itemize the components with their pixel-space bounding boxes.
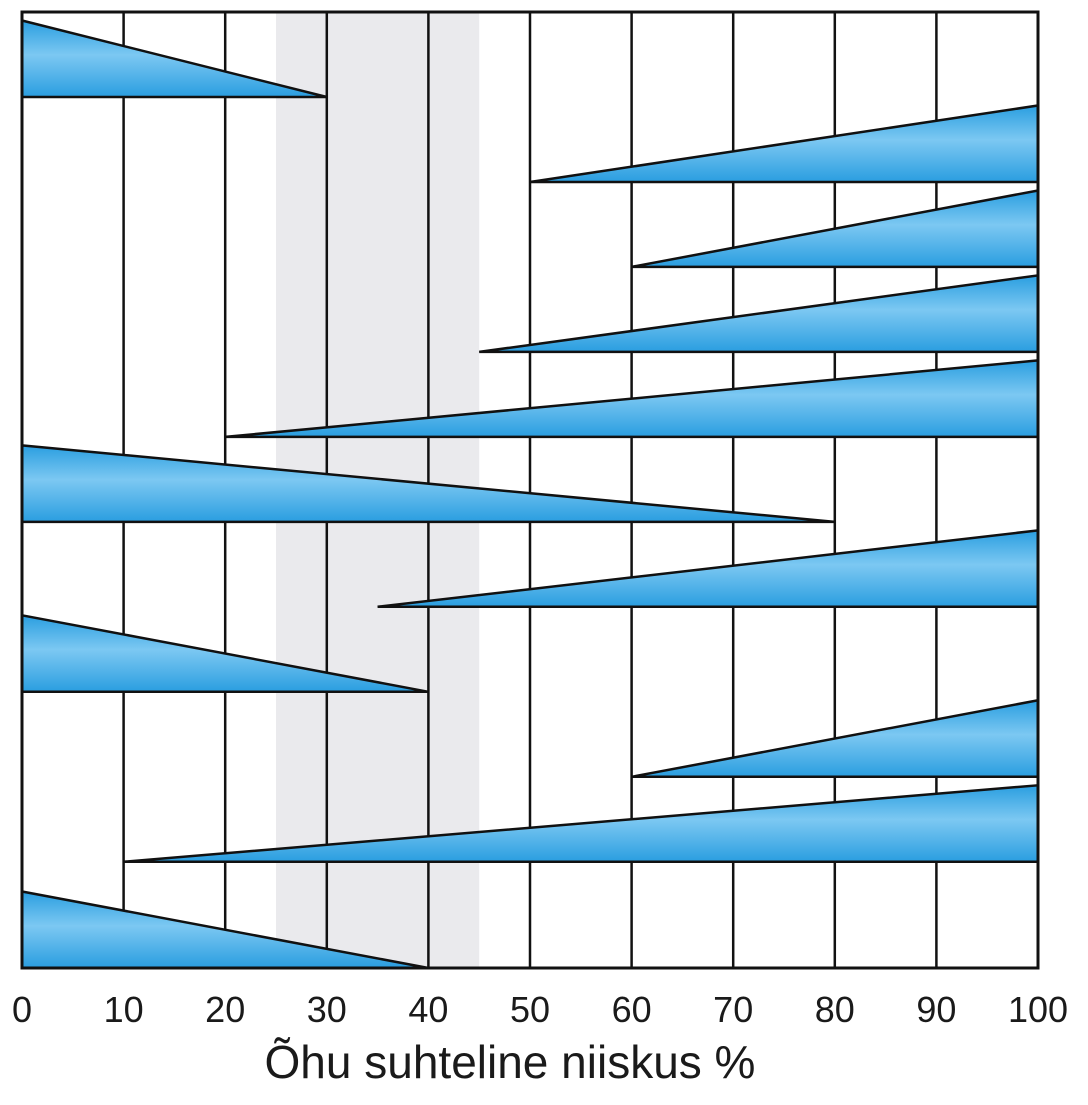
x-tick-label-60: 60 [612, 989, 652, 1030]
wedge-layer [20, 18, 1040, 970]
frame-layer [20, 10, 1040, 970]
x-tick-label-80: 80 [815, 989, 855, 1030]
x-tick-label-10: 10 [104, 989, 144, 1030]
x-axis-label: Õhu suhteline niiskus % [265, 1036, 756, 1088]
x-tick-label-70: 70 [713, 989, 753, 1030]
plot-frame [20, 10, 1040, 970]
x-tick-label-0: 0 [12, 989, 32, 1030]
tick-label-layer: 0 10 20 30 40 50 60 70 80 90 100 [12, 989, 1068, 1030]
x-tick-label-90: 90 [916, 989, 956, 1030]
x-tick-label-30: 30 [307, 989, 347, 1030]
x-tick-label-100: 100 [1008, 989, 1068, 1030]
x-tick-label-50: 50 [510, 989, 550, 1030]
x-tick-label-20: 20 [205, 989, 245, 1030]
x-tick-label-40: 40 [408, 989, 448, 1030]
